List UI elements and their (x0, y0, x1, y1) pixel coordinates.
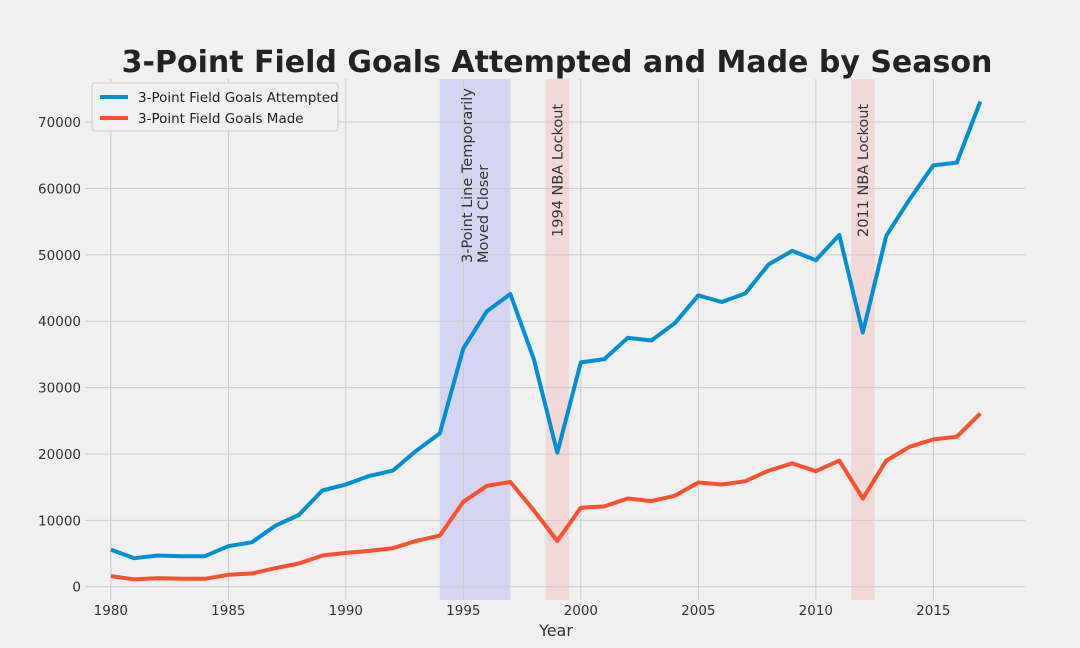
span-annotation-text: 1994 NBA Lockout (550, 104, 566, 237)
span-annotation-text: 2011 NBA Lockout (856, 104, 872, 237)
span-annotation-text: Moved Closer (476, 165, 492, 263)
x-tick-label: 2015 (916, 603, 950, 619)
series-lines (110, 100, 983, 582)
highlight-spans (439, 79, 875, 600)
legend-box (91, 82, 339, 132)
series-line-1 (110, 412, 982, 582)
span-annotation-text: 3-Point Line Temporarily (460, 88, 476, 263)
x-tick-label: 2005 (681, 603, 715, 619)
x-tick-label: 1990 (329, 603, 363, 619)
y-tick-label: 50000 (38, 248, 81, 264)
x-tick-label: 1995 (446, 603, 480, 619)
x-tick-label: 1985 (211, 603, 245, 619)
span-band-1 (545, 79, 570, 600)
y-tick-label: 60000 (38, 182, 81, 198)
x-axis-label: Year (538, 621, 573, 640)
y-tick-label: 0 (72, 580, 81, 596)
chart-title: 3-Point Field Goals Attempted and Made b… (122, 45, 993, 80)
series-line-0 (110, 100, 983, 561)
legend-label: 3-Point Field Goals Made (138, 111, 304, 127)
span-annotations: 3-Point Line Temporarily Moved Closer 1994… (460, 88, 872, 263)
x-tick-label: 1980 (94, 603, 128, 619)
span-band-0 (439, 79, 511, 600)
x-tick-label: 2010 (799, 603, 833, 619)
y-tick-label: 70000 (38, 115, 81, 131)
y-tick-label: 10000 (38, 513, 81, 529)
span-band-2 (851, 79, 875, 600)
tick-labels: 1980 1985 1990 1995 2000 2005 2010 2015 0 10000 20… (38, 115, 950, 619)
y-tick-label: 20000 (38, 447, 81, 463)
y-tick-label: 30000 (38, 381, 81, 397)
legend-label: 3-Point Field Goals Attempted (138, 90, 339, 106)
x-tick-label: 2000 (564, 603, 598, 619)
legend: 3-Point Field Goals Attempted 3-Point Fie… (91, 82, 339, 132)
y-tick-label: 40000 (38, 314, 81, 330)
